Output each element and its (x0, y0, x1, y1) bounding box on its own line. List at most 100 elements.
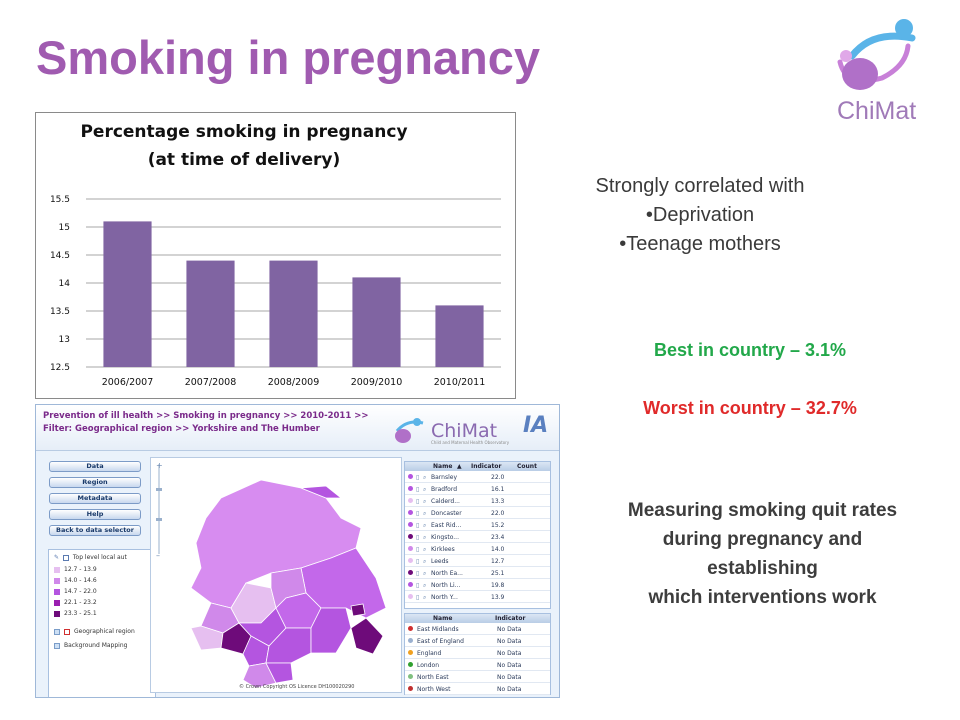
table-row[interactable]: London No Data (405, 660, 550, 671)
geo-region-row[interactable]: Geographical region (54, 628, 135, 635)
region-middlesbrough[interactable] (300, 485, 343, 499)
table-row[interactable]: ▯ ⌕ Leeds 12.7 (405, 556, 550, 567)
data-button[interactable]: Data (49, 461, 141, 472)
row-name: Bradford (431, 486, 458, 493)
metadata-button[interactable]: Metadata (49, 493, 141, 504)
table-row[interactable]: ▯ ⌕ North Ea... 25.1 (405, 568, 550, 579)
legend-label: 14.7 - 22.0 (64, 588, 97, 595)
zoom-icon[interactable]: ⌕ (423, 570, 427, 577)
region-hull[interactable] (350, 603, 366, 617)
bar (186, 260, 235, 367)
document-icon[interactable]: ▯ (416, 534, 420, 541)
yorkshire-map[interactable]: + – (151, 458, 401, 692)
sort-icon[interactable]: ▲ (457, 463, 462, 470)
zoom-icon[interactable]: ⌕ (423, 534, 427, 541)
region-rotherham[interactable] (265, 662, 294, 684)
region-button[interactable]: Region (49, 477, 141, 488)
worst-in-country: Worst in country – 32.7% (643, 398, 857, 418)
choropleth-map[interactable]: + – © Crown (150, 457, 402, 693)
row-value: 23.4 (491, 534, 505, 541)
region-sheffield[interactable] (242, 662, 277, 689)
row-value: No Data (497, 686, 522, 693)
row-name: East Midlands (417, 626, 459, 633)
zoom-out-icon[interactable]: – (156, 551, 160, 560)
atlas-breadcrumb[interactable]: Prevention of ill health >> Smoking in p… (43, 411, 369, 421)
table-row[interactable]: East Midlands No Data (405, 624, 550, 635)
legend-label: 14.0 - 14.6 (64, 577, 97, 584)
table-row[interactable]: ▯ ⌕ Kingsto... 23.4 (405, 532, 550, 543)
measuring-note: Measuring smoking quit rates during preg… (580, 496, 945, 612)
legend-title-row[interactable]: ✎ Top level local aut (54, 554, 127, 561)
zoom-icon[interactable]: ⌕ (423, 522, 427, 529)
column-header-indicator[interactable]: Indicator (495, 615, 526, 622)
back-to-data-selector-button[interactable]: Back to data selector (49, 525, 141, 536)
checkbox-icon[interactable] (54, 628, 60, 635)
zoom-icon[interactable]: ⌕ (423, 474, 427, 481)
row-name: North Li... (431, 582, 461, 589)
legend-item: 22.1 - 23.2 (54, 599, 97, 606)
zoom-in-icon[interactable]: + (156, 461, 163, 470)
table-header: Name Indicator (405, 614, 550, 623)
row-value: 25.1 (491, 570, 505, 577)
color-dot-icon (408, 498, 413, 503)
table-row[interactable]: England No Data (405, 648, 550, 659)
table-row[interactable]: ▯ ⌕ Barnsley 22.0 (405, 472, 550, 483)
zoom-icon[interactable]: ⌕ (423, 582, 427, 589)
legend-swatch (54, 566, 60, 573)
document-icon[interactable]: ▯ (416, 570, 420, 577)
zoom-icon[interactable]: ⌕ (423, 498, 427, 505)
checkbox-icon[interactable] (54, 642, 60, 649)
zoom-icon[interactable]: ⌕ (423, 558, 427, 565)
document-icon[interactable]: ▯ (416, 474, 420, 481)
table-row[interactable]: ▯ ⌕ Calderd... 13.3 (405, 496, 550, 507)
color-dot-icon (408, 662, 413, 667)
row-name: East Rid... (431, 522, 462, 529)
document-icon[interactable]: ▯ (416, 522, 420, 529)
document-icon[interactable]: ▯ (416, 582, 420, 589)
color-dot-icon (408, 650, 413, 655)
zoom-icon[interactable]: ⌕ (423, 546, 427, 553)
table-row[interactable]: ▯ ⌕ Kirklees 14.0 (405, 544, 550, 555)
region-table[interactable]: Name Indicator East Midlands No Data East … (404, 613, 551, 695)
document-icon[interactable]: ▯ (416, 498, 420, 505)
color-dot-icon (408, 674, 413, 679)
table-row[interactable]: North West No Data (405, 684, 550, 695)
document-icon[interactable]: ▯ (416, 486, 420, 493)
table-row[interactable]: ▯ ⌕ East Rid... 15.2 (405, 520, 550, 531)
table-row[interactable]: ▯ ⌕ North Y... 13.9 (405, 592, 550, 603)
column-header-name[interactable]: Name (433, 463, 453, 470)
column-header-name[interactable]: Name (433, 615, 453, 622)
document-icon[interactable]: ▯ (416, 546, 420, 553)
document-icon[interactable]: ▯ (416, 594, 420, 601)
zoom-control[interactable]: + – (156, 461, 163, 560)
zoom-icon[interactable]: ⌕ (423, 486, 427, 493)
region-ne-lincs[interactable] (350, 617, 384, 655)
edit-icon[interactable]: ✎ (54, 554, 60, 561)
y-tick-label: 14.5 (50, 251, 70, 261)
legend-label: 22.1 - 23.2 (64, 599, 97, 606)
help-button[interactable]: Help (49, 509, 141, 520)
table-row[interactable]: ▯ ⌕ Doncaster 22.0 (405, 508, 550, 519)
row-name: North East (417, 674, 449, 681)
table-row[interactable]: North East No Data (405, 672, 550, 683)
table-row[interactable]: ▯ ⌕ Bradford 16.1 (405, 484, 550, 495)
legend-item: 14.0 - 14.6 (54, 577, 97, 584)
table-row[interactable]: East of England No Data (405, 636, 550, 647)
bg-mapping-row[interactable]: Background Mapping (54, 642, 127, 649)
indicator-table[interactable]: Name ▲ Indicator Count ▯ ⌕ Barnsley 22.0 ▯ ⌕ B… (404, 461, 551, 609)
checkbox-icon[interactable] (62, 554, 69, 561)
table-row[interactable]: ▯ ⌕ North Li... 19.8 (405, 580, 550, 591)
column-header-count[interactable]: Count (517, 463, 537, 470)
atlas-logo-subtitle: Child and Maternal Health Observatory (431, 440, 510, 445)
geo-region-label: Geographical region (74, 628, 135, 635)
color-dot-icon (408, 546, 413, 551)
document-icon[interactable]: ▯ (416, 510, 420, 517)
document-icon[interactable]: ▯ (416, 558, 420, 565)
color-dot-icon (408, 594, 413, 599)
zoom-icon[interactable]: ⌕ (423, 510, 427, 517)
x-tick-label: 2010/2011 (434, 377, 486, 388)
measuring-line: establishing (707, 558, 818, 579)
column-header-indicator[interactable]: Indicator (471, 463, 502, 470)
y-tick-label: 12.5 (50, 363, 70, 373)
zoom-icon[interactable]: ⌕ (423, 594, 427, 601)
